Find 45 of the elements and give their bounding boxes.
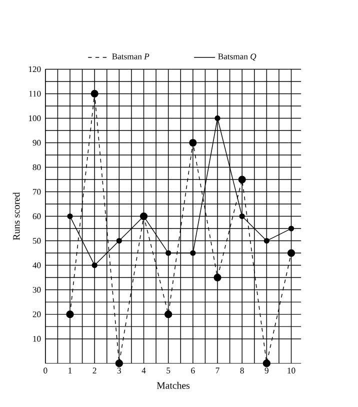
point: [164, 310, 172, 318]
y-tick-label: 20: [32, 311, 41, 318]
point: [287, 249, 296, 257]
x-tick-label: 2: [92, 368, 96, 374]
y-tick-label: 60: [32, 213, 41, 220]
y-tick-label: 110: [29, 90, 41, 97]
point: [238, 176, 246, 184]
point: [90, 90, 98, 98]
point: [115, 360, 123, 368]
point: [189, 138, 197, 147]
point: [190, 250, 196, 256]
x-tick-label: 1: [68, 368, 72, 374]
x-tick-label: 7: [216, 368, 220, 374]
x-tick-label: 6: [191, 368, 195, 374]
legend-label: Batsman P: [112, 54, 150, 60]
x-tick-label: 5: [166, 368, 170, 374]
x-tick-label: 3: [117, 368, 121, 374]
x-tick-label: 8: [240, 368, 244, 374]
point: [67, 213, 73, 220]
y-tick-label: 80: [32, 164, 41, 170]
point: [165, 250, 172, 256]
point: [262, 360, 270, 368]
y-tick-label: 10: [33, 336, 41, 342]
point: [214, 115, 220, 122]
x-tick-label: 4: [142, 368, 146, 374]
point: [264, 238, 270, 244]
y-tick-label: 30: [32, 286, 41, 293]
x-axis-title: Matches: [156, 382, 190, 389]
point: [116, 238, 122, 244]
x-tick-label: 0: [44, 368, 48, 374]
point: [239, 213, 245, 220]
point: [214, 274, 222, 282]
x-tick-label: 9: [264, 368, 268, 374]
point: [288, 226, 294, 232]
y-tick-label: 50: [32, 238, 41, 244]
y-axis-title: Runs scored: [12, 192, 20, 240]
point: [92, 262, 98, 268]
y-tick-label: 100: [28, 115, 41, 122]
point: [66, 310, 74, 318]
y-tick-label: 120: [28, 66, 41, 72]
legend-label: Batsman Q: [218, 54, 256, 61]
y-tick-label: 40: [32, 262, 41, 268]
x-tick-label: 10: [288, 368, 296, 374]
y-tick-label: 90: [32, 140, 41, 146]
y-tick-label: 70: [33, 188, 41, 195]
